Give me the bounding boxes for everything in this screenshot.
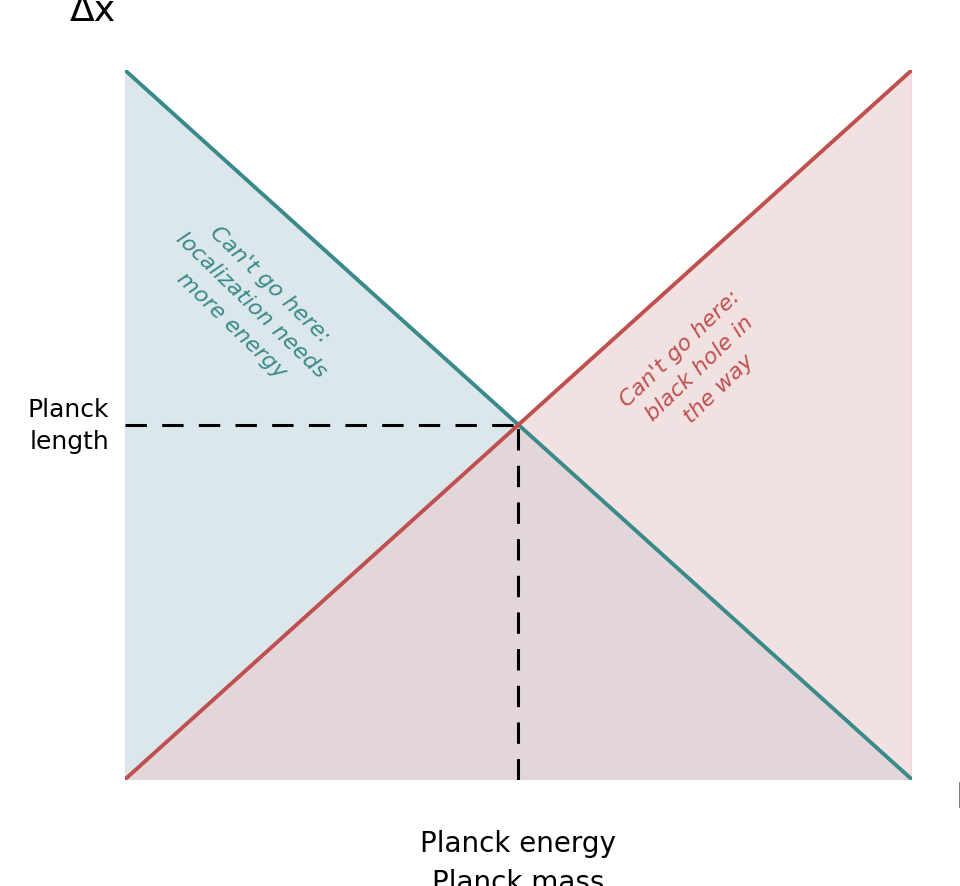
Text: Can't go here:
black hole in
the way: Can't go here: black hole in the way	[616, 286, 782, 451]
Text: Can't go here:
localization needs
more energy: Can't go here: localization needs more e…	[153, 208, 349, 401]
Polygon shape	[125, 71, 912, 780]
Text: Planck energy
Planck mass: Planck energy Planck mass	[420, 829, 616, 886]
Text: E: E	[955, 781, 960, 814]
Text: Δx: Δx	[70, 0, 116, 28]
Polygon shape	[125, 71, 912, 780]
Text: Planck
length: Planck length	[28, 398, 109, 453]
